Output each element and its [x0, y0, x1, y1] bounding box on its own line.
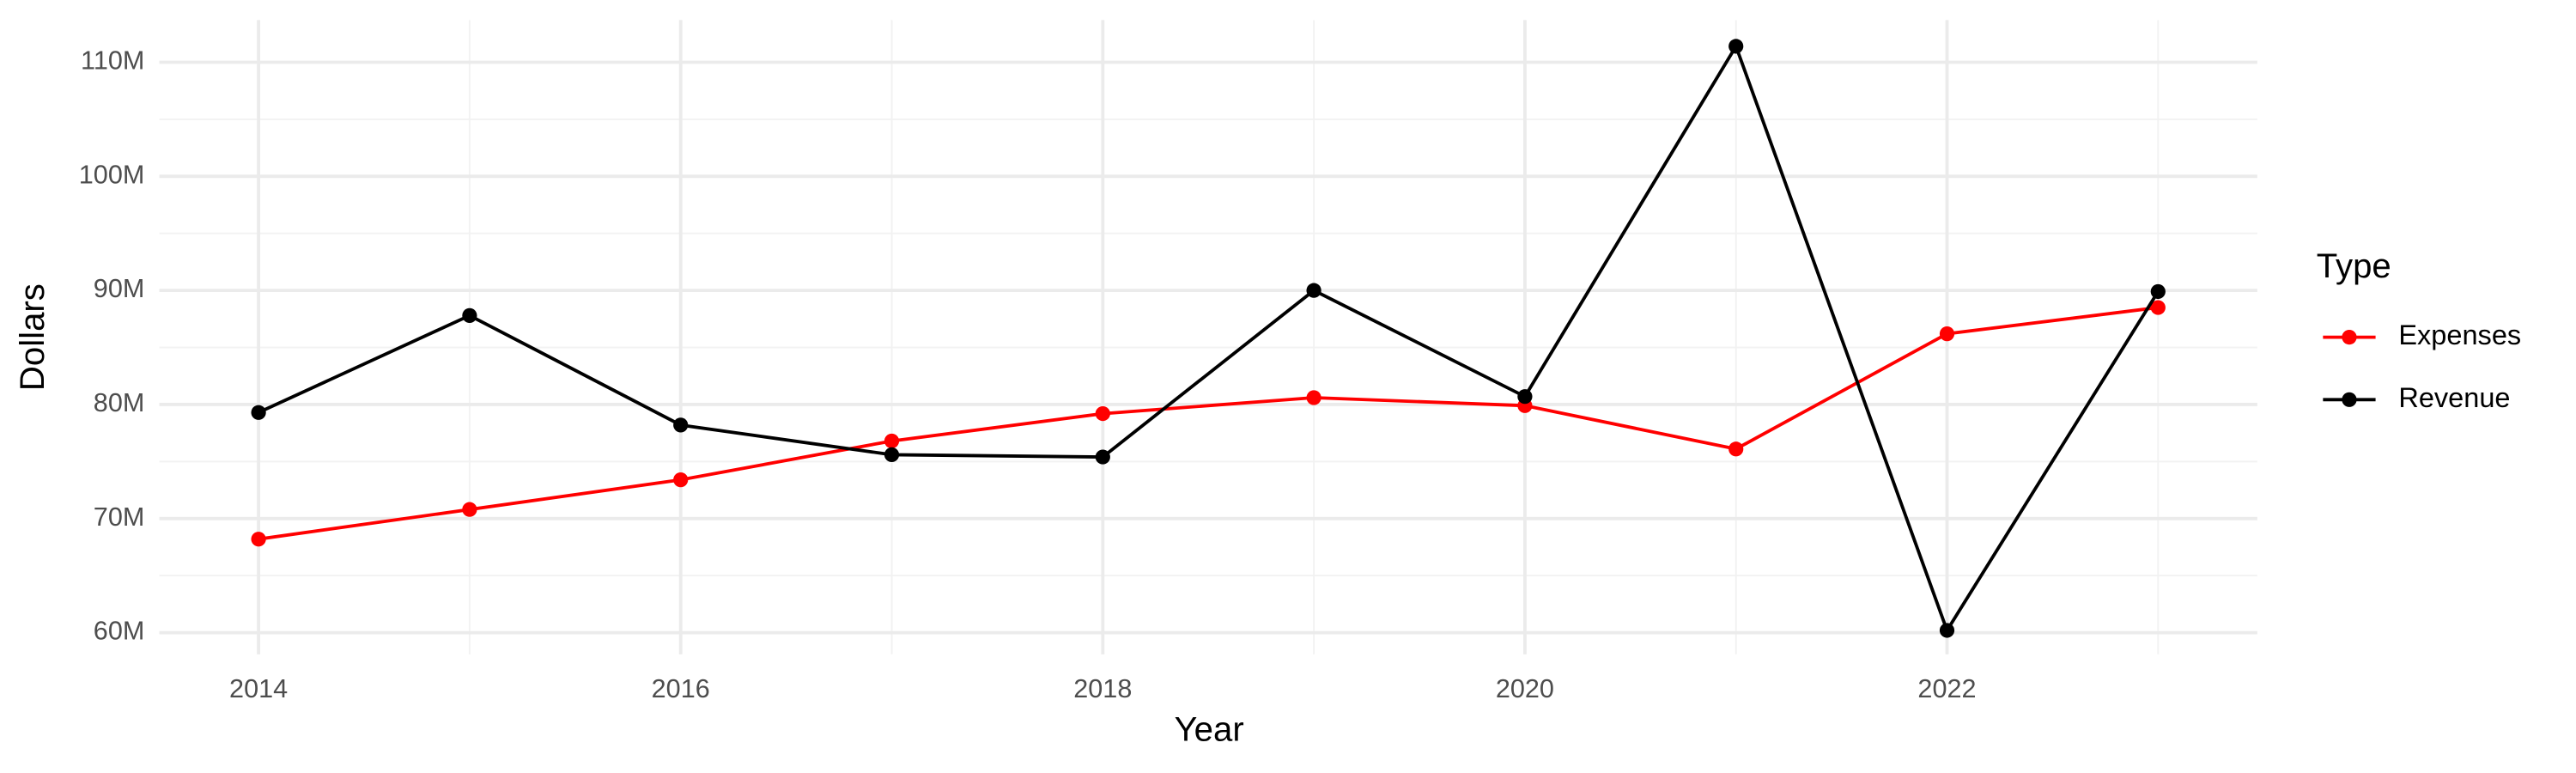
y-tick-label: 70M — [94, 502, 145, 532]
y-tick-label: 90M — [94, 274, 145, 303]
data-point — [673, 417, 689, 433]
series-line — [258, 42, 2160, 635]
x-tick-label: 2016 — [652, 674, 710, 703]
data-point — [1095, 449, 1110, 465]
data-point — [1939, 623, 1955, 638]
data-point — [1728, 441, 1744, 457]
legend-label: Revenue — [2398, 382, 2510, 413]
series-line — [258, 306, 2159, 541]
y-tick-label: 60M — [94, 617, 145, 646]
data-point — [462, 502, 477, 517]
x-axis-title: Year — [1175, 709, 1244, 748]
data-point — [2150, 283, 2166, 300]
data-point — [462, 307, 477, 323]
data-point — [1728, 39, 1744, 54]
y-tick-label: 80M — [94, 388, 145, 417]
data-point — [251, 405, 266, 420]
data-point — [673, 472, 689, 488]
legend-label: Expenses — [2398, 320, 2521, 350]
data-point — [1306, 283, 1321, 298]
legend-key-point — [2342, 392, 2357, 407]
data-point — [2150, 300, 2166, 315]
y-tick-label: 110M — [81, 46, 144, 76]
data-point — [884, 447, 900, 463]
legend-title: Type — [2317, 247, 2391, 285]
data-point — [884, 433, 900, 449]
x-tick-label: 2022 — [1917, 674, 1976, 703]
data-point — [251, 532, 266, 547]
y-axis-title: Dollars — [13, 283, 52, 391]
x-tick-label: 2020 — [1496, 674, 1554, 703]
y-tick-label: 100M — [79, 160, 145, 189]
legend-key-point — [2342, 329, 2357, 345]
data-point — [1095, 405, 1110, 422]
x-tick-label: 2014 — [229, 674, 288, 703]
data-point — [1306, 390, 1321, 405]
x-tick-label: 2018 — [1073, 674, 1132, 703]
data-point — [1939, 326, 1955, 342]
data-point — [1517, 389, 1533, 405]
